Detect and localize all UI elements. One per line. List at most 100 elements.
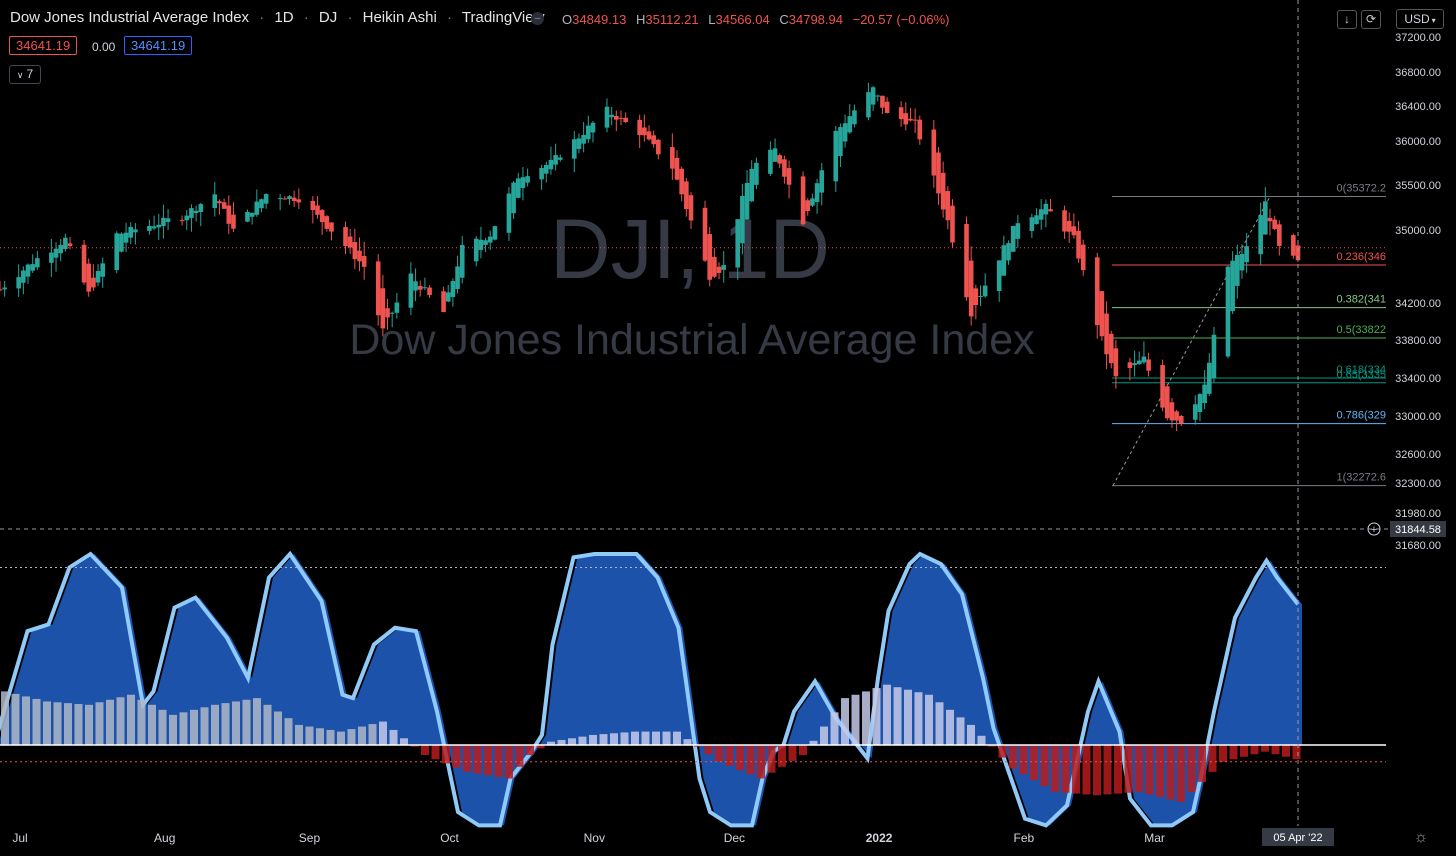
histogram-bar	[1187, 745, 1196, 792]
candle-body	[1239, 254, 1245, 271]
fibonacci-retracement[interactable]: 0(35372.2 0.236(346 0.382(341 0.5(33822 0.61…	[1112, 183, 1386, 487]
candle-body	[912, 119, 918, 121]
candle-body	[315, 205, 320, 215]
candle-body	[1062, 210, 1067, 232]
histogram-bar	[106, 699, 114, 745]
candle-body	[819, 170, 825, 193]
histogram-bar	[64, 703, 72, 745]
histogram-bar	[221, 703, 230, 745]
histogram-bar	[1019, 745, 1028, 775]
candle-body	[1211, 334, 1217, 379]
price-tick-label: 35000.00	[1395, 225, 1441, 237]
download-icon[interactable]: ↓	[1337, 10, 1357, 29]
candle-body	[1174, 411, 1179, 421]
candle-body	[814, 183, 820, 203]
histogram-bar	[316, 728, 324, 745]
fib-level-label: 0.236(346	[1336, 251, 1386, 263]
candle-body	[1076, 230, 1081, 259]
settings-gear-icon[interactable]: ☼	[1413, 829, 1429, 846]
candle-body	[772, 148, 778, 162]
candle-body	[1001, 245, 1007, 276]
candle-body	[875, 95, 881, 97]
candle-body	[343, 227, 348, 247]
candle-body	[1225, 266, 1231, 357]
histogram-bar	[32, 698, 41, 745]
candle-body	[996, 260, 1002, 291]
crosshair-date-bg	[1262, 828, 1334, 846]
candle-body	[179, 220, 185, 222]
symbol-header[interactable]: Dow Jones Industrial Average Index · 1D …	[10, 9, 545, 26]
histogram-bar	[452, 745, 461, 768]
price-tick-label: 33000.00	[1395, 411, 1441, 423]
histogram-bar	[1051, 745, 1059, 792]
histogram-bar	[127, 694, 135, 745]
candle-body	[123, 232, 129, 243]
histogram-bar	[1093, 745, 1101, 796]
candle-body	[361, 255, 367, 267]
candle-body	[1066, 220, 1072, 232]
candle-body	[259, 199, 264, 209]
candle-body	[744, 182, 750, 220]
price-tick-label: 32600.00	[1395, 449, 1441, 461]
sell-button[interactable]: 34641.19	[9, 36, 78, 55]
candle-body	[25, 264, 31, 277]
price-tick-label: 32300.00	[1395, 478, 1441, 490]
candle-body	[30, 264, 35, 271]
candle-body	[982, 285, 988, 297]
market-status-icon[interactable]: –	[531, 12, 544, 25]
chart-style-label[interactable]: Heikin Ashi	[362, 9, 437, 26]
histogram-bar	[715, 745, 723, 762]
candle-body	[58, 244, 63, 254]
candle-body	[352, 242, 358, 260]
currency-select[interactable]: USD ▾	[1396, 9, 1444, 29]
histogram-bar	[1282, 745, 1290, 757]
histogram-bar	[631, 731, 639, 745]
histogram-bar	[410, 745, 419, 747]
candle-body	[716, 266, 722, 273]
candle-body	[740, 195, 745, 244]
candle-body	[1197, 394, 1203, 412]
fib-level-label: 0.65(3335	[1336, 369, 1386, 381]
candle-body	[385, 308, 390, 318]
candle-body	[151, 226, 157, 229]
time-tick-label: Nov	[584, 831, 605, 845]
refresh-icon[interactable]: ⟳	[1361, 10, 1381, 29]
indicators-toggle[interactable]: ∨ 7	[9, 65, 41, 84]
histogram-bar	[431, 745, 440, 760]
histogram-bar	[326, 729, 335, 745]
buy-button[interactable]: 34641.19	[124, 36, 193, 55]
candle-body	[721, 265, 727, 270]
candle-body	[63, 237, 68, 250]
histogram-bar	[589, 734, 597, 745]
histogram-bar	[620, 732, 629, 745]
time-axis[interactable]: Jul Aug Sep Oct Nov Dec 2022 Feb Mar	[12, 831, 1165, 845]
candle-body	[1160, 365, 1165, 408]
candle-body	[147, 225, 152, 231]
candle-body	[576, 138, 582, 149]
crosshair-date-label: 05 Apr '22	[1273, 832, 1322, 844]
histogram-bar	[1219, 745, 1227, 762]
candle-body	[1104, 313, 1109, 355]
price-axis[interactable]: 37200.00 36800.00 36400.00 36000.00 35500.00…	[1390, 28, 1456, 818]
price-tick-label: 33400.00	[1395, 373, 1441, 385]
histogram-bar	[1177, 745, 1185, 802]
histogram-bar	[935, 702, 944, 745]
price-tick-label: 36400.00	[1395, 101, 1441, 113]
time-tick-label: Jul	[12, 831, 27, 845]
candle-body	[165, 218, 171, 222]
interval-label[interactable]: 1D	[274, 9, 294, 26]
symbol-name[interactable]: Dow Jones Industrial Average Index	[10, 9, 250, 26]
candle-body	[782, 159, 787, 177]
histogram-bar	[883, 684, 891, 745]
candle-body	[618, 117, 624, 119]
time-tick-label: Oct	[440, 831, 459, 845]
histogram-bar	[641, 731, 650, 745]
histogram-bar	[767, 745, 776, 773]
time-tick-label: 2022	[866, 831, 893, 845]
candle-body	[1235, 255, 1240, 286]
candle-body	[968, 260, 974, 317]
histogram-bar	[851, 694, 860, 745]
candle-body	[656, 139, 661, 155]
